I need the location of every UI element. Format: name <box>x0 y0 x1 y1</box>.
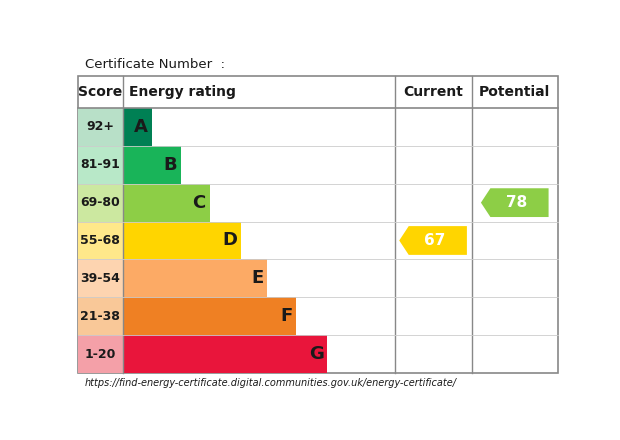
Polygon shape <box>481 188 549 217</box>
Bar <box>78 76 558 373</box>
Bar <box>78 184 123 222</box>
Bar <box>78 222 123 260</box>
Text: Score: Score <box>78 85 122 99</box>
Bar <box>78 146 123 184</box>
Bar <box>123 260 267 297</box>
Bar <box>123 297 296 335</box>
Text: 81-91: 81-91 <box>81 158 120 171</box>
Bar <box>123 108 152 146</box>
Text: Certificate Number  :: Certificate Number : <box>85 58 224 71</box>
Text: F: F <box>280 307 292 325</box>
Text: G: G <box>309 345 324 363</box>
Text: 1-20: 1-20 <box>85 348 116 360</box>
Text: 78: 78 <box>505 195 527 210</box>
Text: D: D <box>222 231 237 249</box>
Text: Current: Current <box>403 85 463 99</box>
Text: E: E <box>251 269 264 287</box>
Text: 39-54: 39-54 <box>81 272 120 285</box>
Bar <box>123 184 210 222</box>
Text: https://find-energy-certificate.digital.communities.gov.uk/energy-certificate/: https://find-energy-certificate.digital.… <box>85 378 457 388</box>
Bar <box>123 222 241 260</box>
Text: Potential: Potential <box>479 85 551 99</box>
Bar <box>123 335 327 373</box>
Text: 55-68: 55-68 <box>81 234 120 247</box>
Text: 92+: 92+ <box>86 121 114 133</box>
Bar <box>78 297 123 335</box>
Text: 69-80: 69-80 <box>81 196 120 209</box>
Bar <box>78 335 123 373</box>
Text: B: B <box>163 156 177 174</box>
Text: C: C <box>193 194 206 212</box>
Text: Energy rating: Energy rating <box>129 85 236 99</box>
Text: 67: 67 <box>424 233 445 248</box>
Polygon shape <box>399 226 467 255</box>
Bar <box>78 260 123 297</box>
Text: 21-38: 21-38 <box>81 310 120 323</box>
Bar <box>78 108 123 146</box>
Bar <box>123 146 181 184</box>
Text: A: A <box>135 118 148 136</box>
